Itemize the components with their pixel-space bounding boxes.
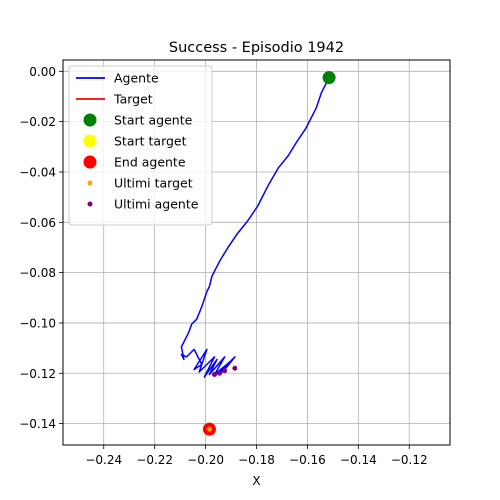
y-tick-label: −0.06 (19, 216, 56, 230)
legend-start-target-swatch (83, 134, 97, 148)
x-tick-label: −0.16 (289, 453, 326, 467)
y-tick-label: −0.02 (19, 115, 56, 129)
legend-end-agente-label: End agente (114, 155, 186, 170)
legend-ultimi-agente-swatch (87, 201, 93, 207)
x-tick-label: −0.14 (340, 453, 377, 467)
x-tick-label: −0.12 (391, 453, 428, 467)
y-tick-label: −0.10 (19, 316, 56, 330)
legend-frame (68, 65, 213, 226)
y-tick-label: 0.00 (29, 65, 56, 79)
series-ultimi-target-point (206, 426, 212, 432)
x-tick-label: −0.20 (187, 453, 224, 467)
chart-title: Success - Episodio 1942 (169, 40, 344, 56)
series-start-agente-point (322, 71, 336, 85)
legend-start-agente-swatch (83, 113, 97, 127)
y-tick-label: −0.04 (19, 165, 56, 179)
legend-target-label: Target (113, 92, 153, 107)
x-tick-label: −0.22 (136, 453, 173, 467)
legend: Agente Target Start agente Start target End … (68, 65, 213, 226)
series-ultimi-agente-point (232, 365, 238, 371)
legend-start-agente-label: Start agente (114, 113, 193, 128)
y-tick-label: −0.08 (19, 266, 56, 280)
series-ultimi-agente-point (222, 368, 228, 374)
legend-ultimi-target-swatch (87, 180, 93, 186)
axis-ticks: −0.24 −0.22 −0.20 −0.18 −0.16 −0.14 −0.12 0.00 −… (19, 65, 427, 467)
series-agente-line (180, 77, 330, 378)
legend-agente-label: Agente (114, 71, 159, 86)
x-axis-title: X (252, 474, 260, 488)
series-ultimi-agente-point (211, 372, 217, 378)
legend-ultimi-target-label: Ultimi target (114, 176, 193, 191)
legend-end-agente-swatch (83, 155, 97, 169)
series-layer (180, 71, 336, 436)
legend-start-target-label: Start target (114, 134, 187, 149)
legend-ultimi-agente-label: Ultimi agente (114, 197, 199, 212)
y-tick-label: −0.14 (19, 417, 56, 431)
x-tick-label: −0.18 (238, 453, 275, 467)
x-tick-label: −0.24 (85, 453, 122, 467)
y-tick-label: −0.12 (19, 367, 56, 381)
series-ultimi-agente-point (217, 370, 223, 376)
